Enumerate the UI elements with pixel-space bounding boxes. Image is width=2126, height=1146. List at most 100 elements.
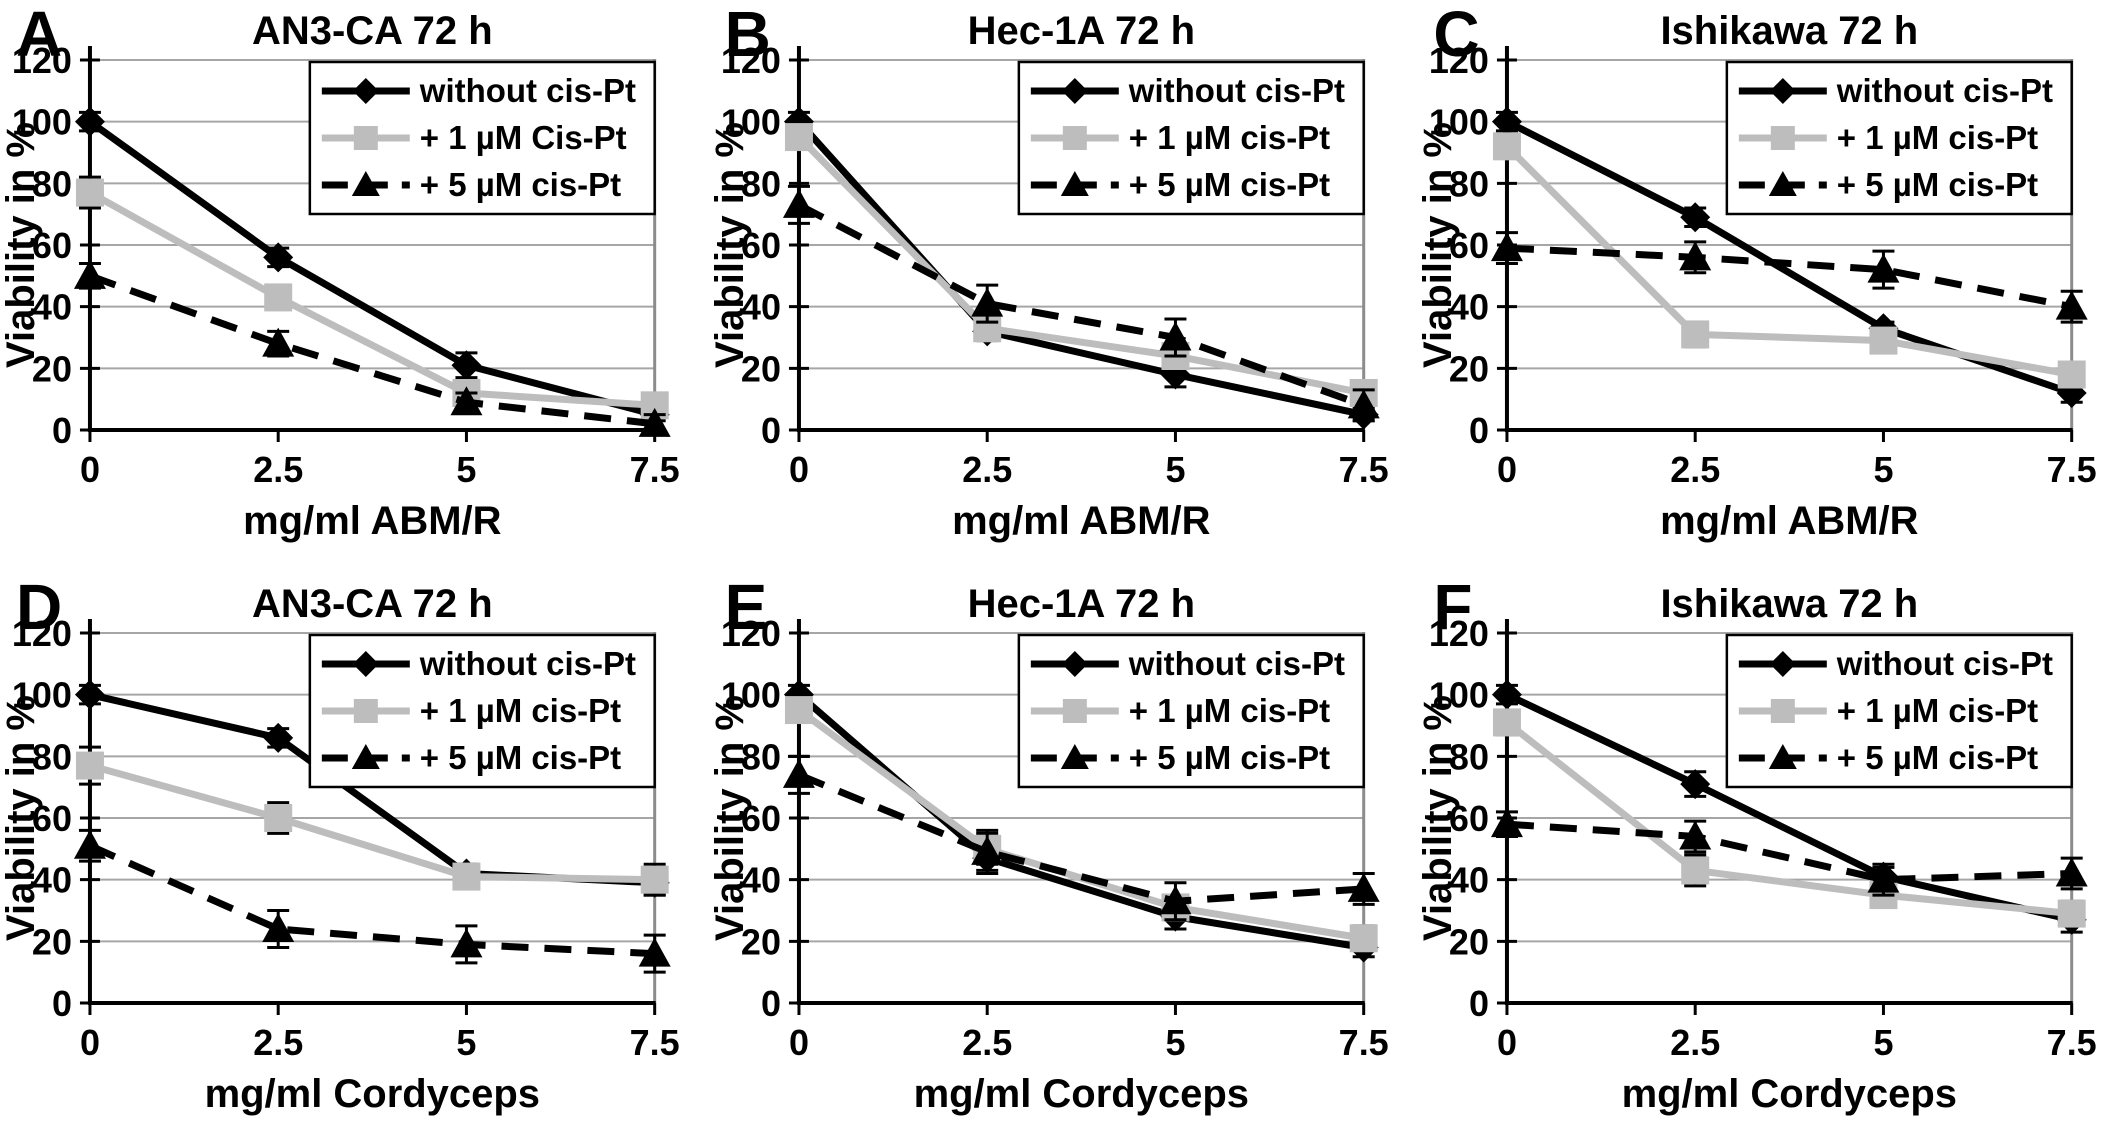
marker-square bbox=[1681, 856, 1710, 885]
panel-label-d: D bbox=[16, 571, 63, 643]
y-tick-label-120: 120 bbox=[1429, 613, 1489, 654]
marker-diamond bbox=[263, 722, 294, 753]
y-tick-label-100: 100 bbox=[12, 102, 72, 143]
y-tick-label-20: 20 bbox=[32, 348, 72, 389]
legend-label-5um-cis-pt: + 5 µM cis-Pt bbox=[1128, 739, 1329, 776]
series-line-5um-cis-pt bbox=[1507, 244, 2073, 311]
chart-hec1a-abmr: 0 20 40 60 80 100 120 0 2.5 5 7.5 Hec-1A 72 h mg/ml … bbox=[709, 9, 1389, 543]
x-tick-label-0: 0 bbox=[789, 1022, 809, 1063]
x-axis-label: mg/ml Cordyceps bbox=[1622, 1072, 1957, 1116]
x-tick-label-2.5: 2.5 bbox=[253, 449, 303, 490]
y-tick-label-100: 100 bbox=[1429, 102, 1489, 143]
x-axis-label: mg/ml Cordyceps bbox=[205, 1072, 540, 1116]
marker-square bbox=[640, 865, 669, 894]
y-tick-label-60: 60 bbox=[741, 798, 781, 839]
y-tick-label-100: 100 bbox=[12, 675, 72, 716]
panel-b: B 0 20 40 60 80 100 120 0 2.5 5 7.5 Hec-1A 72 h mg/m… bbox=[708, 0, 1418, 573]
y-axis-label: Viability in % bbox=[1417, 695, 1460, 941]
series-line-5um-cis-pt bbox=[796, 201, 1365, 409]
y-tick-label-60: 60 bbox=[1449, 798, 1489, 839]
legend: without cis-Pt + 1 µM Cis-Pt + 5 µM cis-Pt bbox=[308, 60, 656, 216]
marker-triangle bbox=[73, 829, 106, 859]
legend-marker-square bbox=[353, 699, 378, 723]
marker-triangle bbox=[970, 287, 1003, 317]
chart-an3ca-abmr: 0 20 40 60 80 100 120 0 2.5 5 7.5 AN3-CA 72 h mg/ml … bbox=[0, 9, 680, 543]
panel-d: D 0 20 40 60 80 100 120 0 2.5 5 7.5 AN3-CA 72 h mg/m… bbox=[0, 573, 709, 1146]
panel-a: A 0 20 40 60 80 100 120 0 2.5 5 7.5 AN3-CA 72 h mg/m… bbox=[0, 0, 709, 573]
y-tick-label-0: 0 bbox=[52, 410, 72, 451]
y-tick-label-40: 40 bbox=[32, 287, 72, 328]
x-tick-label-2.5: 2.5 bbox=[962, 1022, 1012, 1063]
y-axis-label: Viability in % bbox=[1417, 122, 1460, 368]
x-tick-label-2.5: 2.5 bbox=[962, 449, 1012, 490]
series-5um-cis-pt bbox=[73, 259, 671, 437]
legend-label-1um-cis-pt: + 1 µM cis-Pt bbox=[420, 692, 621, 729]
marker-triangle bbox=[1491, 232, 1524, 262]
marker-triangle bbox=[1347, 389, 1380, 419]
series-5um-cis-pt bbox=[1491, 808, 2089, 897]
marker-triangle bbox=[1679, 820, 1712, 850]
marker-square bbox=[1869, 326, 1898, 355]
marker-square bbox=[784, 123, 813, 152]
marker-triangle bbox=[450, 386, 483, 416]
marker-triangle bbox=[450, 928, 483, 958]
series-1um-cis-pt bbox=[1493, 132, 2087, 389]
series-5um-cis-pt bbox=[782, 184, 1380, 423]
marker-diamond bbox=[74, 679, 105, 710]
y-tick-label-0: 0 bbox=[761, 983, 781, 1024]
y-tick-label-80: 80 bbox=[32, 163, 72, 204]
marker-triangle bbox=[1867, 253, 1900, 283]
x-tick-label-5: 5 bbox=[456, 1022, 476, 1063]
marker-triangle bbox=[638, 937, 671, 967]
series-5um-cis-pt bbox=[73, 828, 671, 974]
legend-label-without-cis-pt: without cis-Pt bbox=[1836, 72, 2053, 109]
marker-square bbox=[75, 178, 104, 207]
series-line-5um-cis-pt bbox=[1507, 820, 2073, 884]
x-tick-label-5: 5 bbox=[456, 449, 476, 490]
x-tick-label-0: 0 bbox=[80, 449, 100, 490]
legend: without cis-Pt + 1 µM cis-Pt + 5 µM cis-Pt bbox=[308, 633, 656, 789]
y-tick-label-60: 60 bbox=[1449, 225, 1489, 266]
marker-triangle bbox=[970, 835, 1003, 865]
series-line-without-cis-pt bbox=[796, 119, 1365, 419]
y-tick-label-40: 40 bbox=[1449, 860, 1489, 901]
y-tick-label-20: 20 bbox=[1449, 921, 1489, 962]
legend-marker-square bbox=[353, 126, 378, 150]
y-tick-label-0: 0 bbox=[52, 983, 72, 1024]
y-tick-label-100: 100 bbox=[721, 102, 781, 143]
series-line-1um-cis-pt bbox=[89, 762, 655, 884]
series-line-1um-cis-pt bbox=[1505, 719, 2073, 918]
x-axis-label: mg/ml ABM/R bbox=[1660, 499, 1918, 543]
marker-diamond bbox=[1492, 106, 1523, 137]
legend-label-1um-cis-pt: + 1 µM cis-Pt bbox=[1837, 692, 2038, 729]
y-tick-label-80: 80 bbox=[1449, 163, 1489, 204]
marker-square bbox=[784, 696, 813, 725]
y-tick-label-20: 20 bbox=[32, 921, 72, 962]
y-tick-label-80: 80 bbox=[741, 163, 781, 204]
y-tick-label-120: 120 bbox=[12, 613, 72, 654]
marker-square bbox=[2058, 360, 2087, 389]
chart-title: Hec-1A 72 h bbox=[967, 582, 1194, 626]
legend-label-without-cis-pt: without cis-Pt bbox=[419, 645, 636, 682]
marker-triangle bbox=[73, 259, 106, 289]
y-axis-label: Viability in % bbox=[0, 695, 43, 941]
y-tick-label-100: 100 bbox=[1429, 675, 1489, 716]
marker-square bbox=[75, 751, 104, 780]
x-tick-label-2.5: 2.5 bbox=[1671, 449, 1721, 490]
legend-label-1um-cis-pt: + 1 µM cis-Pt bbox=[1837, 119, 2038, 156]
y-axis-label: Viability in % bbox=[0, 122, 43, 368]
y-tick-label-100: 100 bbox=[721, 675, 781, 716]
legend-label-1um-cis-pt: + 1 µM cis-Pt bbox=[1128, 119, 1329, 156]
marker-triangle bbox=[638, 407, 671, 437]
y-tick-label-120: 120 bbox=[721, 613, 781, 654]
x-tick-label-7.5: 7.5 bbox=[2047, 449, 2097, 490]
series-line-5um-cis-pt bbox=[88, 272, 656, 428]
marker-triangle bbox=[2056, 857, 2089, 887]
legend: without cis-Pt + 1 µM cis-Pt + 5 µM cis-Pt bbox=[1017, 633, 1365, 789]
x-tick-label-0: 0 bbox=[1497, 1022, 1517, 1063]
legend-marker-square bbox=[1062, 699, 1087, 723]
y-tick-label-0: 0 bbox=[1469, 410, 1489, 451]
legend-marker-triangle bbox=[351, 744, 380, 769]
panel-label-f: F bbox=[1433, 571, 1473, 643]
x-tick-label-0: 0 bbox=[1497, 449, 1517, 490]
